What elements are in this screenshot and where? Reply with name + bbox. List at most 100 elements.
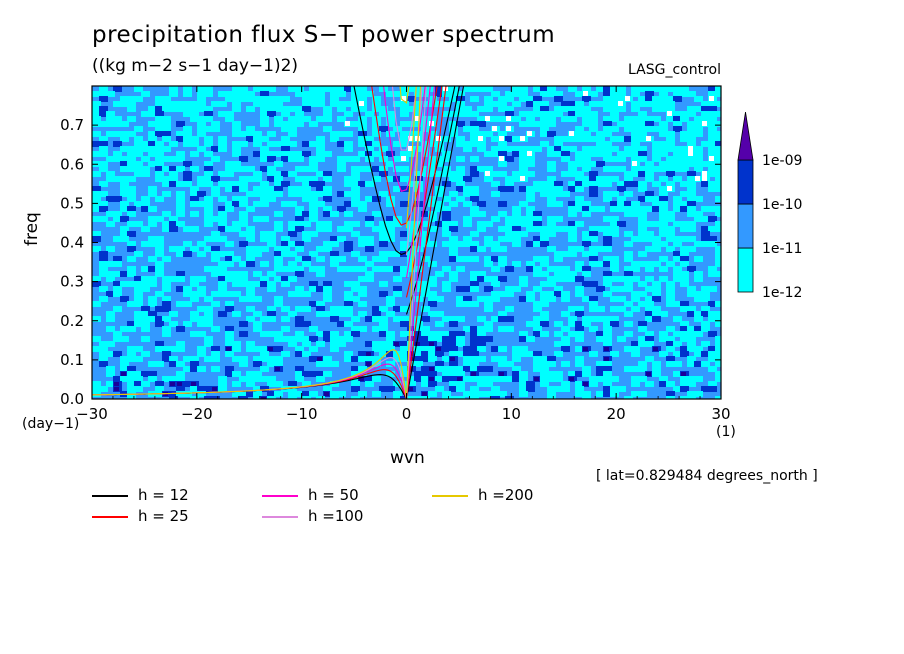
field-cell bbox=[302, 236, 311, 242]
field-cell bbox=[526, 336, 535, 342]
field-cell bbox=[365, 221, 374, 227]
field-cell bbox=[429, 377, 434, 381]
field-cell bbox=[449, 176, 458, 182]
field-cell bbox=[253, 361, 262, 367]
field-cell bbox=[134, 386, 143, 392]
field-cell bbox=[666, 136, 675, 142]
field-cell bbox=[379, 326, 388, 332]
field-cell bbox=[652, 371, 661, 377]
field-cell bbox=[442, 206, 451, 212]
field-cell bbox=[316, 266, 325, 272]
field-cell bbox=[673, 241, 682, 247]
field-cell bbox=[428, 276, 437, 282]
field-cell bbox=[463, 351, 472, 357]
field-cell bbox=[400, 241, 409, 247]
field-cell bbox=[421, 306, 430, 312]
field-cell bbox=[596, 336, 605, 342]
field-cell bbox=[183, 106, 192, 112]
field-cell bbox=[225, 261, 234, 267]
field-cell bbox=[106, 341, 115, 347]
field-cell bbox=[498, 171, 507, 177]
field-cell bbox=[484, 131, 493, 137]
field-cell bbox=[715, 146, 721, 152]
field-cell bbox=[288, 186, 297, 192]
field-cell bbox=[211, 236, 220, 242]
field-cell bbox=[141, 206, 150, 212]
field-cell bbox=[715, 301, 721, 307]
field-cell bbox=[631, 86, 640, 92]
field-cell bbox=[225, 96, 234, 102]
field-cell bbox=[484, 166, 493, 172]
field-cell bbox=[715, 321, 721, 327]
field-cell bbox=[309, 251, 318, 257]
field-cell bbox=[365, 381, 374, 387]
field-cell bbox=[582, 211, 591, 217]
field-cell bbox=[121, 372, 126, 376]
field-cell bbox=[323, 336, 332, 342]
field-cell bbox=[148, 276, 157, 282]
field-cell bbox=[575, 286, 584, 292]
field-cell bbox=[309, 141, 318, 147]
field-cell bbox=[435, 201, 444, 207]
field-cell bbox=[708, 136, 717, 142]
field-cell bbox=[533, 331, 542, 337]
field-cell bbox=[666, 291, 675, 297]
field-cell bbox=[204, 296, 213, 302]
field-cell bbox=[92, 336, 101, 342]
field-cell bbox=[155, 121, 164, 127]
field-cell bbox=[127, 186, 136, 192]
chart-title: precipitation flux S−T power spectrum bbox=[92, 22, 556, 48]
field-cell bbox=[681, 372, 686, 376]
field-cell bbox=[281, 251, 290, 257]
field-cell bbox=[113, 256, 122, 262]
field-cell bbox=[260, 276, 269, 282]
field-cell bbox=[407, 86, 416, 92]
field-cell bbox=[148, 221, 157, 227]
field-cell bbox=[267, 106, 276, 112]
field-cell bbox=[176, 301, 185, 307]
field-cell bbox=[659, 276, 668, 282]
field-cell bbox=[190, 366, 199, 372]
field-cell bbox=[631, 181, 640, 187]
field-cell bbox=[358, 366, 367, 372]
field-cell bbox=[372, 166, 381, 172]
field-cell bbox=[127, 206, 136, 212]
field-cell bbox=[225, 336, 234, 342]
field-cell bbox=[134, 376, 143, 382]
field-cell bbox=[218, 386, 227, 392]
field-cell bbox=[456, 386, 465, 392]
field-cell bbox=[204, 236, 213, 242]
field-cell bbox=[365, 236, 374, 242]
field-cell bbox=[470, 246, 479, 252]
field-cell bbox=[687, 196, 696, 202]
field-cell bbox=[127, 271, 136, 277]
field-cell bbox=[344, 281, 353, 287]
field-cell bbox=[288, 116, 297, 122]
field-cell bbox=[456, 96, 465, 102]
field-cell bbox=[498, 186, 507, 192]
field-cell bbox=[351, 326, 360, 332]
field-cell bbox=[589, 316, 598, 322]
field-cell bbox=[582, 206, 591, 212]
field-cell bbox=[694, 241, 703, 247]
field-cell bbox=[463, 346, 472, 352]
field-cell bbox=[457, 377, 462, 381]
field-cell bbox=[596, 331, 605, 337]
field-cell bbox=[99, 91, 108, 97]
field-cell bbox=[288, 141, 297, 147]
field-cell bbox=[246, 191, 255, 197]
field-cell bbox=[226, 347, 231, 351]
field-cell bbox=[351, 356, 360, 362]
field-cell bbox=[582, 371, 591, 377]
field-cell bbox=[547, 161, 556, 167]
field-cell bbox=[715, 186, 721, 192]
field-cell bbox=[582, 231, 591, 237]
field-cell bbox=[631, 376, 640, 382]
field-cell bbox=[505, 291, 514, 297]
field-cell bbox=[533, 366, 542, 372]
field-cell bbox=[288, 191, 297, 197]
field-cell bbox=[204, 151, 213, 157]
field-cell bbox=[638, 251, 647, 257]
field-cell bbox=[540, 181, 549, 187]
field-cell bbox=[547, 371, 556, 377]
